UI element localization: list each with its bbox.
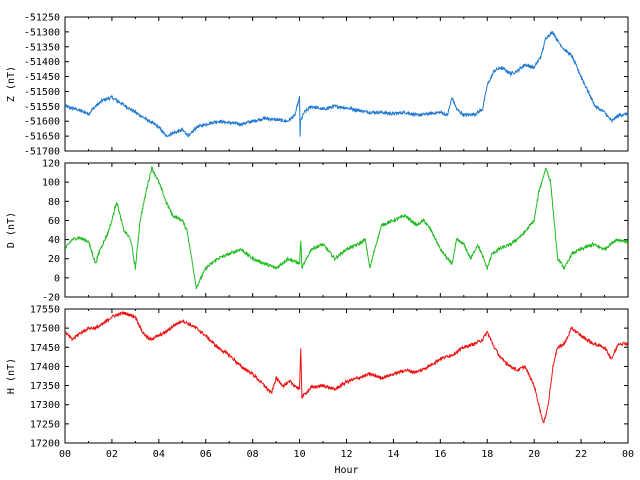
x-tick-label: 10 [294,449,306,460]
y-tick-label: -20 [42,293,60,304]
y-axis-label: D (nT) [6,212,17,248]
x-tick-label: 22 [575,449,587,460]
y-tick-label: -51700 [24,147,60,158]
y-tick-label: -51550 [24,102,60,113]
y-tick-label: 20 [48,254,60,265]
y-tick-label: -51450 [24,72,60,83]
plot-frame [64,162,629,298]
y-tick-label: 100 [42,178,60,189]
y-tick-label: 17250 [30,419,60,430]
y-tick-label: 120 [42,159,60,170]
x-tick-label: 16 [434,449,446,460]
y-tick-label: 60 [48,216,60,227]
plot-frame [64,16,629,152]
y-tick-label: -51600 [24,117,60,128]
y-tick-label: 17400 [30,362,60,373]
y-tick-label: -51350 [24,42,60,53]
y-tick-label: 40 [48,235,60,246]
y-axis-label: H (nT) [6,358,17,394]
x-tick-label: 00 [59,449,71,460]
panel-1: -20 0 20 40 60 80 100 120 D (nT) [6,159,629,304]
y-tick-label: -51250 [24,13,60,24]
series-line [65,166,628,290]
y-tick-label: 17200 [30,439,60,450]
x-tick-label: 20 [528,449,540,460]
y-tick-label: -51500 [24,87,60,98]
y-tick-label: 80 [48,197,60,208]
panel-0: -51250 -51300 -51350 -51400 -51450 -51500 -515… [6,13,629,158]
y-tick-label: -51400 [24,57,60,68]
series-line [65,31,628,138]
x-axis-label: Hour [334,465,358,476]
x-tick-label: 12 [340,449,352,460]
x-tick-label: 08 [247,449,259,460]
x-tick-label: 04 [153,449,165,460]
x-tick-label: 18 [481,449,493,460]
x-tick-label: 14 [387,449,399,460]
y-tick-label: 17500 [30,324,60,335]
x-tick-label: 06 [200,449,212,460]
y-axis-label: Z (nT) [6,66,17,102]
y-tick-label: 17550 [30,305,60,316]
x-tick-label: 00 [622,449,634,460]
y-tick-label: -51650 [24,132,60,143]
y-tick-label: -51300 [24,27,60,38]
y-tick-label: 17350 [30,381,60,392]
panel-2: 17200 17250 17300 17350 17400 17450 17500 17550… [6,305,634,477]
y-tick-label: 0 [54,273,60,284]
series-line [65,310,628,424]
y-tick-label: 17300 [30,400,60,411]
x-tick-label: 02 [106,449,118,460]
y-tick-label: 17450 [30,343,60,354]
